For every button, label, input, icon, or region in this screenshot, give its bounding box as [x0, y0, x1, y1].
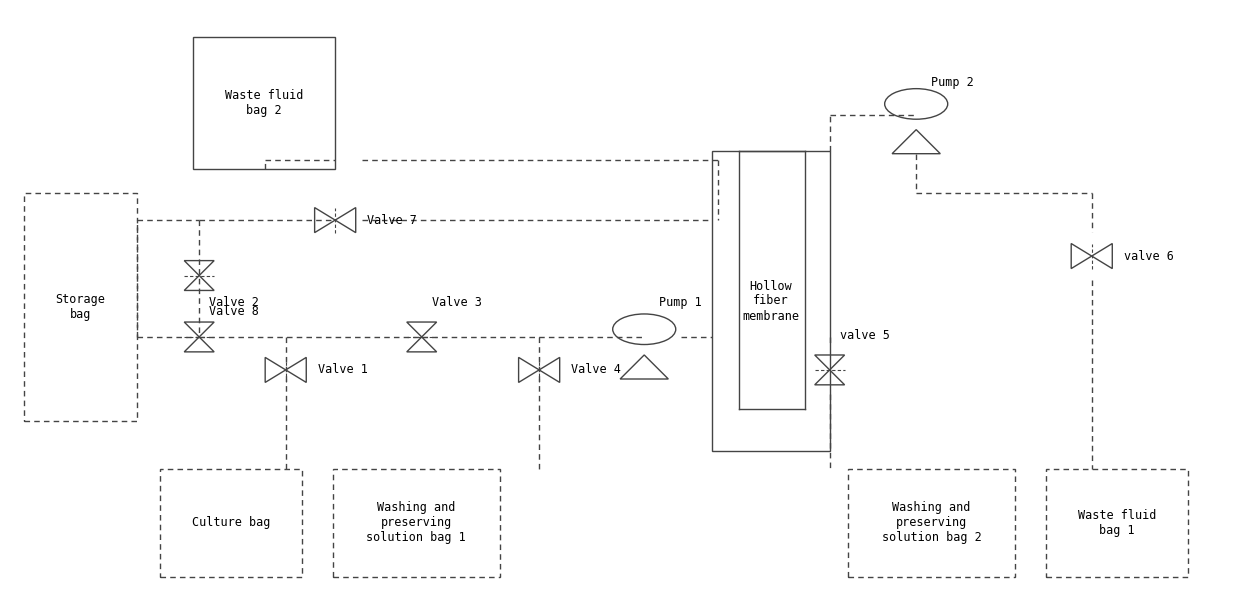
Text: Valve 7: Valve 7 — [367, 214, 418, 226]
Text: Valve 3: Valve 3 — [431, 296, 482, 309]
FancyBboxPatch shape — [24, 193, 138, 421]
Text: Pump 1: Pump 1 — [659, 296, 701, 309]
Text: Hollow
fiber
membrane: Hollow fiber membrane — [742, 279, 799, 323]
FancyBboxPatch shape — [712, 151, 830, 451]
FancyBboxPatch shape — [849, 469, 1015, 577]
Text: Culture bag: Culture bag — [192, 516, 270, 529]
Text: Valve 4: Valve 4 — [571, 364, 621, 376]
Text: valve 6: valve 6 — [1124, 250, 1173, 262]
Text: Valve 1: Valve 1 — [318, 364, 368, 376]
Text: Valve 2: Valve 2 — [209, 296, 259, 309]
FancyBboxPatch shape — [1046, 469, 1188, 577]
Text: valve 5: valve 5 — [840, 329, 890, 342]
Text: Waste fluid
bag 1: Waste fluid bag 1 — [1078, 509, 1156, 537]
Text: Washing and
preserving
solution bag 1: Washing and preserving solution bag 1 — [367, 501, 466, 544]
FancyBboxPatch shape — [333, 469, 499, 577]
Text: Washing and
preserving
solution bag 2: Washing and preserving solution bag 2 — [882, 501, 981, 544]
Text: Valve 8: Valve 8 — [209, 305, 259, 318]
FancyBboxPatch shape — [193, 37, 336, 169]
FancyBboxPatch shape — [160, 469, 302, 577]
Text: Storage
bag: Storage bag — [56, 293, 105, 321]
Text: Pump 2: Pump 2 — [930, 76, 974, 88]
Text: Waste fluid
bag 2: Waste fluid bag 2 — [225, 89, 304, 117]
